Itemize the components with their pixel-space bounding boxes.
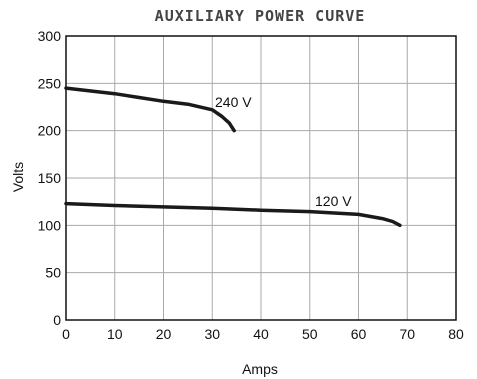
x-tick-label: 60	[351, 326, 367, 342]
y-axis-label: Volts	[10, 162, 26, 192]
x-tick-labels: 0 10 20 30 40 50 60 70 80	[62, 326, 464, 342]
chart-title: AUXILIARY POWER CURVE	[155, 7, 366, 25]
series-labels: 240 V 120 V	[215, 94, 352, 209]
y-tick-label: 100	[38, 217, 62, 233]
y-tick-labels: 0 50 100 150 200 250 300	[38, 28, 62, 328]
series-line-1	[64, 201, 402, 228]
grid-lines	[65, 35, 457, 321]
plot-frame	[65, 35, 457, 321]
series-line-0	[64, 86, 236, 133]
x-tick-label: 50	[302, 326, 318, 342]
y-tick-label: 200	[38, 123, 62, 139]
series-lines	[64, 86, 402, 228]
x-tick-label: 20	[156, 326, 172, 342]
y-tick-label: 250	[38, 75, 62, 91]
x-tick-label: 80	[448, 326, 464, 342]
x-axis-label: Amps	[242, 361, 278, 377]
y-tick-label: 150	[38, 170, 62, 186]
x-tick-label: 30	[204, 326, 220, 342]
y-tick-label: 50	[45, 265, 61, 281]
x-tick-label: 70	[399, 326, 415, 342]
y-tick-label: 300	[38, 28, 62, 44]
series-label-1: 120 V	[315, 193, 352, 209]
y-tick-label: 0	[53, 312, 61, 328]
series-label-0: 240 V	[215, 94, 252, 110]
x-tick-label: 10	[107, 326, 123, 342]
x-tick-label: 0	[62, 326, 70, 342]
x-tick-label: 40	[253, 326, 269, 342]
